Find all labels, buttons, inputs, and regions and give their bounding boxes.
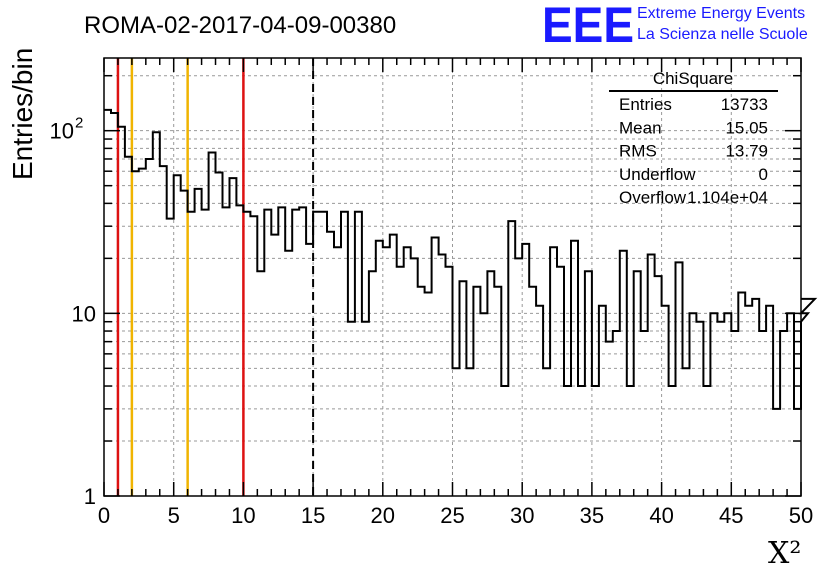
x-tick-label: 5 (168, 503, 180, 528)
y-axis-label: Entries/bin (7, 48, 38, 180)
chart-title: ROMA-02-2017-04-09-00380 (84, 12, 396, 39)
x-tick-label: 0 (98, 503, 110, 528)
marker-lines (116, 58, 315, 496)
stats-value: 1.104e+04 (687, 188, 768, 207)
x-axis-label: X² (768, 536, 801, 571)
logo-line1: Extreme Energy Events (637, 5, 805, 22)
x-tick-label: 15 (301, 503, 325, 528)
stats-label: Overflow (619, 188, 687, 207)
x-tick-label: 45 (719, 503, 743, 528)
stats-value: 0 (759, 165, 768, 184)
stats-value: 15.05 (725, 118, 768, 137)
stats-label: RMS (619, 142, 657, 161)
stats-value: 13.79 (725, 142, 768, 161)
histogram-line (104, 108, 818, 410)
stats-label: Entries (619, 95, 672, 114)
x-tick-label: 40 (649, 503, 673, 528)
eee-logo: EEE Extreme Energy Events La Scienza nel… (542, 0, 808, 53)
logo-line2: La Scienza nelle Scuole (637, 26, 808, 43)
y-tick-label: 1 (84, 484, 96, 509)
stats-box: ChiSquare Entries 13733 Mean 15.05 RMS 13.79 U… (609, 69, 778, 207)
y-tick-label-exponent: 2 (75, 115, 83, 132)
stats-label: Mean (619, 118, 662, 137)
x-tick-label: 25 (440, 503, 464, 528)
y-tick-label: 10 (72, 301, 96, 326)
y-tick-label: 10 (50, 119, 74, 144)
stats-label: Underflow (619, 165, 696, 184)
x-tick-label: 20 (371, 503, 395, 528)
stats-title: ChiSquare (653, 69, 733, 88)
x-tick-label: 50 (789, 503, 813, 528)
x-tick-label: 10 (231, 503, 255, 528)
stats-value: 13733 (721, 95, 768, 114)
logo-mark: EEE (542, 0, 634, 53)
x-tick-label: 35 (580, 503, 604, 528)
x-tick-label: 30 (510, 503, 534, 528)
